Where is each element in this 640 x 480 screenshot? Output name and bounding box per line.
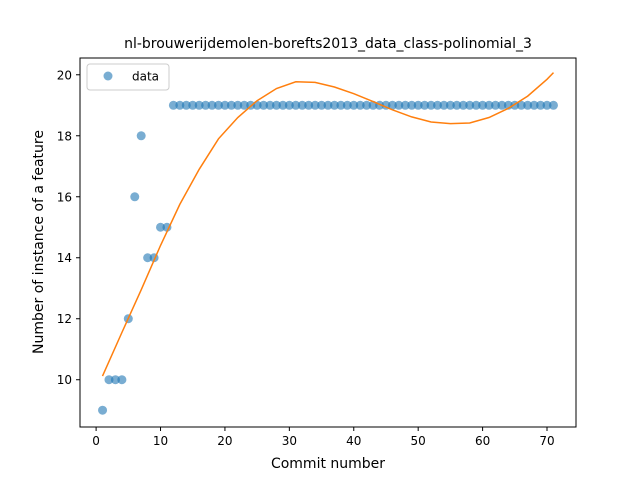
- data-point: [426, 100, 436, 110]
- x-tick-label: 50: [411, 434, 426, 448]
- data-point: [284, 100, 294, 110]
- x-tick-label: 10: [153, 434, 168, 448]
- data-point: [471, 100, 481, 110]
- data-point: [413, 100, 423, 110]
- data-point: [304, 100, 314, 110]
- plot-area: [79, 57, 577, 428]
- data-point: [226, 100, 236, 110]
- x-axis-label: Commit number: [271, 456, 385, 472]
- data-point: [104, 375, 114, 385]
- data-point: [168, 100, 178, 110]
- data-point: [497, 100, 507, 110]
- data-point: [433, 100, 443, 110]
- data-point: [188, 100, 198, 110]
- data-point: [317, 100, 327, 110]
- data-point: [523, 100, 533, 110]
- y-tick-label: 16: [57, 190, 72, 204]
- data-point: [548, 100, 558, 110]
- data-point: [458, 100, 468, 110]
- data-point: [407, 100, 417, 110]
- data-point: [117, 375, 127, 385]
- data-point: [529, 100, 539, 110]
- legend: data: [86, 63, 170, 91]
- data-point: [478, 100, 488, 110]
- data-point: [220, 100, 230, 110]
- data-point: [156, 222, 166, 232]
- data-point: [110, 375, 120, 385]
- data-point: [233, 100, 243, 110]
- data-point: [452, 100, 462, 110]
- series-fit-line: [101, 72, 555, 377]
- data-point: [130, 192, 140, 202]
- y-axis-label: Number of instance of a feature: [31, 130, 47, 354]
- data-point: [175, 100, 185, 110]
- data-point: [265, 100, 275, 110]
- data-point: [439, 100, 449, 110]
- data-point: [355, 100, 365, 110]
- x-tick-label: 60: [475, 434, 490, 448]
- data-point: [239, 100, 249, 110]
- data-point: [349, 100, 359, 110]
- data-point: [98, 405, 108, 415]
- data-point: [400, 100, 410, 110]
- data-point: [336, 100, 346, 110]
- data-point: [143, 253, 153, 263]
- data-point: [136, 131, 146, 141]
- data-point: [297, 100, 307, 110]
- data-point: [484, 100, 494, 110]
- data-point: [323, 100, 333, 110]
- data-point: [213, 100, 223, 110]
- y-tick-label: 18: [57, 129, 72, 143]
- data-point: [162, 222, 172, 232]
- data-point: [291, 100, 301, 110]
- data-point: [516, 100, 526, 110]
- x-tick-label: 20: [217, 434, 232, 448]
- x-tick-label: 0: [92, 434, 100, 448]
- data-point: [342, 100, 352, 110]
- data-point: [181, 100, 191, 110]
- data-point: [536, 100, 546, 110]
- y-tick-label: 20: [57, 68, 72, 82]
- axes-frame: [79, 57, 577, 428]
- y-tick-label: 10: [57, 373, 72, 387]
- y-axis-ticks: 10 12 14 16 18 20: [57, 68, 80, 387]
- series-data-points: [98, 100, 558, 415]
- data-point: [310, 100, 320, 110]
- y-tick-label: 12: [57, 312, 72, 326]
- x-tick-label: 30: [282, 434, 297, 448]
- legend-marker-data: [103, 71, 113, 81]
- legend-box: [86, 63, 170, 91]
- x-tick-label: 40: [346, 434, 361, 448]
- data-point: [194, 100, 204, 110]
- x-tick-label: 70: [539, 434, 554, 448]
- data-point: [271, 100, 281, 110]
- data-point: [387, 100, 397, 110]
- chart-title: nl-brouwerijdemolen-borefts2013_data_cla…: [124, 36, 532, 52]
- data-point: [259, 100, 269, 110]
- data-point: [201, 100, 211, 110]
- data-point: [278, 100, 288, 110]
- data-point: [207, 100, 217, 110]
- data-point: [362, 100, 372, 110]
- data-point: [490, 100, 500, 110]
- y-tick-label: 14: [57, 251, 72, 265]
- data-point: [329, 100, 339, 110]
- data-point: [542, 100, 552, 110]
- data-point: [420, 100, 430, 110]
- data-point: [394, 100, 404, 110]
- legend-label-data: data: [132, 70, 159, 84]
- data-point: [465, 100, 475, 110]
- x-axis-ticks: 0 10 20 30 40 50 60 70: [92, 427, 555, 448]
- data-point: [445, 100, 455, 110]
